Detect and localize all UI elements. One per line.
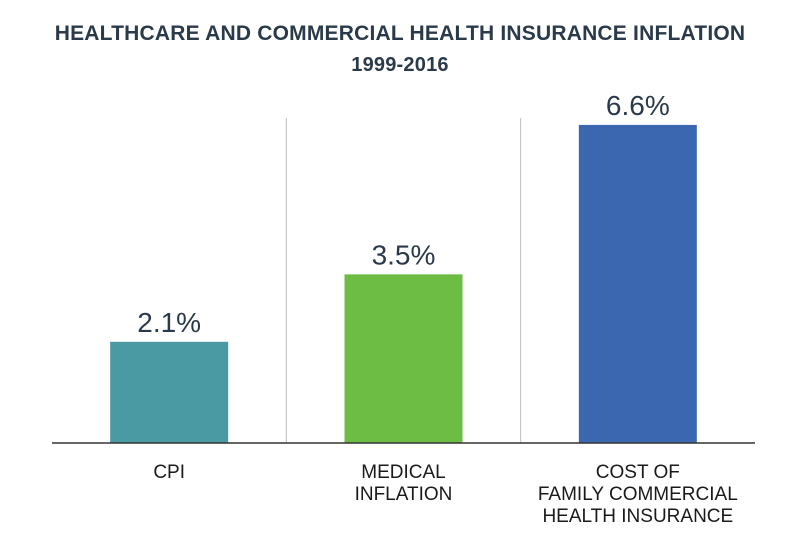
column-separators bbox=[285, 118, 522, 443]
value-label: 3.5% bbox=[372, 239, 436, 270]
value-labels-group: 2.1% 3.5% 6.6% bbox=[137, 90, 669, 338]
category-label: MEDICAL bbox=[361, 462, 445, 483]
category-label: COST OF bbox=[596, 462, 680, 483]
category-label: CPI bbox=[153, 462, 185, 483]
value-label: 6.6% bbox=[606, 90, 670, 121]
category-label: HEALTH INSURANCE bbox=[542, 506, 733, 527]
value-label: 2.1% bbox=[137, 307, 201, 338]
bar bbox=[110, 341, 229, 443]
category-label: FAMILY COMMERCIAL bbox=[538, 484, 738, 505]
bars-group bbox=[110, 124, 697, 444]
bar bbox=[578, 124, 697, 444]
bar bbox=[344, 274, 463, 443]
chart-title: HEALTHCARE AND COMMERCIAL HEALTH INSURAN… bbox=[54, 22, 746, 45]
chart-subtitle: 1999-2016 bbox=[351, 54, 449, 76]
category-label: INFLATION bbox=[355, 484, 453, 505]
